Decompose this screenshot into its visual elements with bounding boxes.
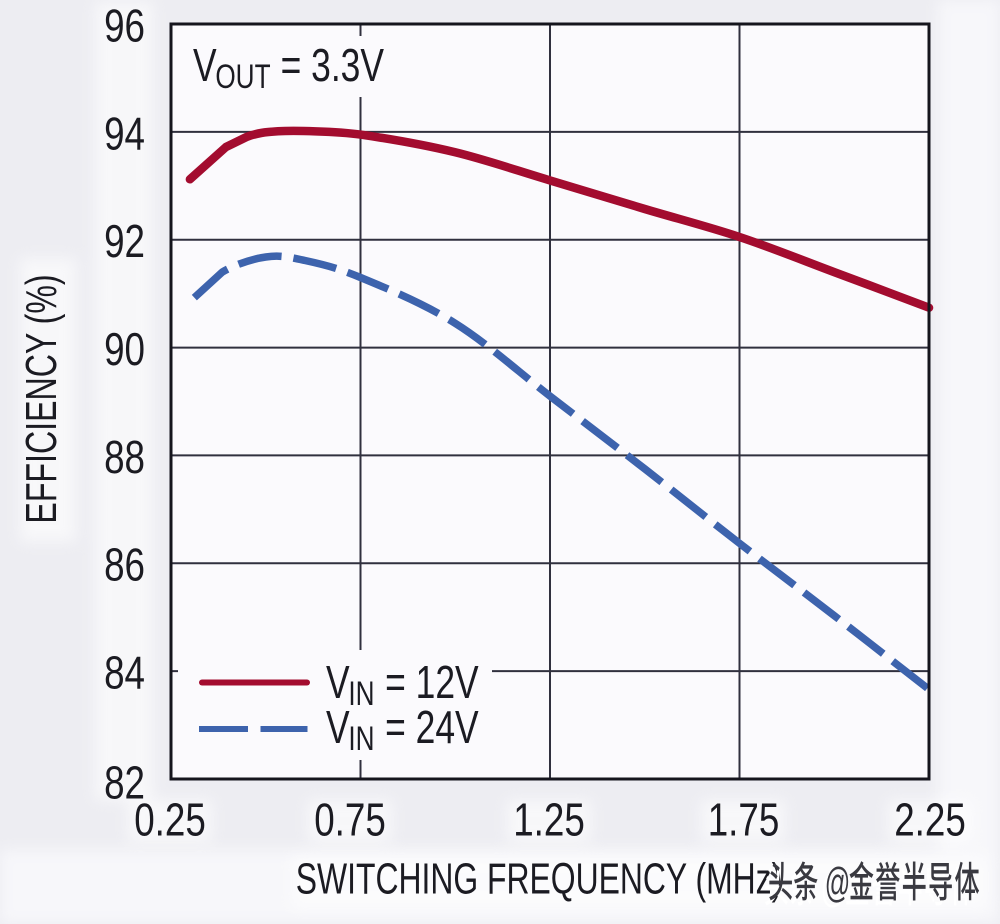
svg-text:IN: IN <box>348 721 374 758</box>
svg-text:= 12V: = 12V <box>375 657 479 709</box>
svg-text:V: V <box>193 40 217 92</box>
svg-text:0.75: 0.75 <box>314 794 386 846</box>
svg-text:@: @ <box>821 866 847 912</box>
svg-text:V: V <box>326 702 350 754</box>
svg-text:1.25: 1.25 <box>513 794 585 846</box>
svg-text:94: 94 <box>104 107 145 159</box>
svg-text:86: 86 <box>104 539 145 591</box>
svg-text:0.25: 0.25 <box>134 794 206 846</box>
svg-text:SWITCHING FREQUENCY (MHz): SWITCHING FREQUENCY (MHz) <box>296 855 782 904</box>
svg-text:96: 96 <box>104 0 145 51</box>
svg-text:IN: IN <box>348 676 374 713</box>
svg-text:= 3.3V: = 3.3V <box>271 40 385 92</box>
svg-text:88: 88 <box>104 431 145 483</box>
svg-text:@: @ <box>825 861 851 907</box>
svg-text:OUT: OUT <box>215 59 270 96</box>
svg-text:90: 90 <box>104 323 145 375</box>
svg-text:= 24V: = 24V <box>375 702 479 754</box>
svg-text:2.25: 2.25 <box>894 794 966 846</box>
svg-text:92: 92 <box>104 215 145 267</box>
svg-text:V: V <box>326 657 350 709</box>
svg-text:84: 84 <box>104 647 145 699</box>
svg-text:1.75: 1.75 <box>708 794 780 846</box>
svg-text:EFFICIENCY (%): EFFICIENCY (%) <box>17 274 66 523</box>
svg-text:82: 82 <box>104 757 145 809</box>
